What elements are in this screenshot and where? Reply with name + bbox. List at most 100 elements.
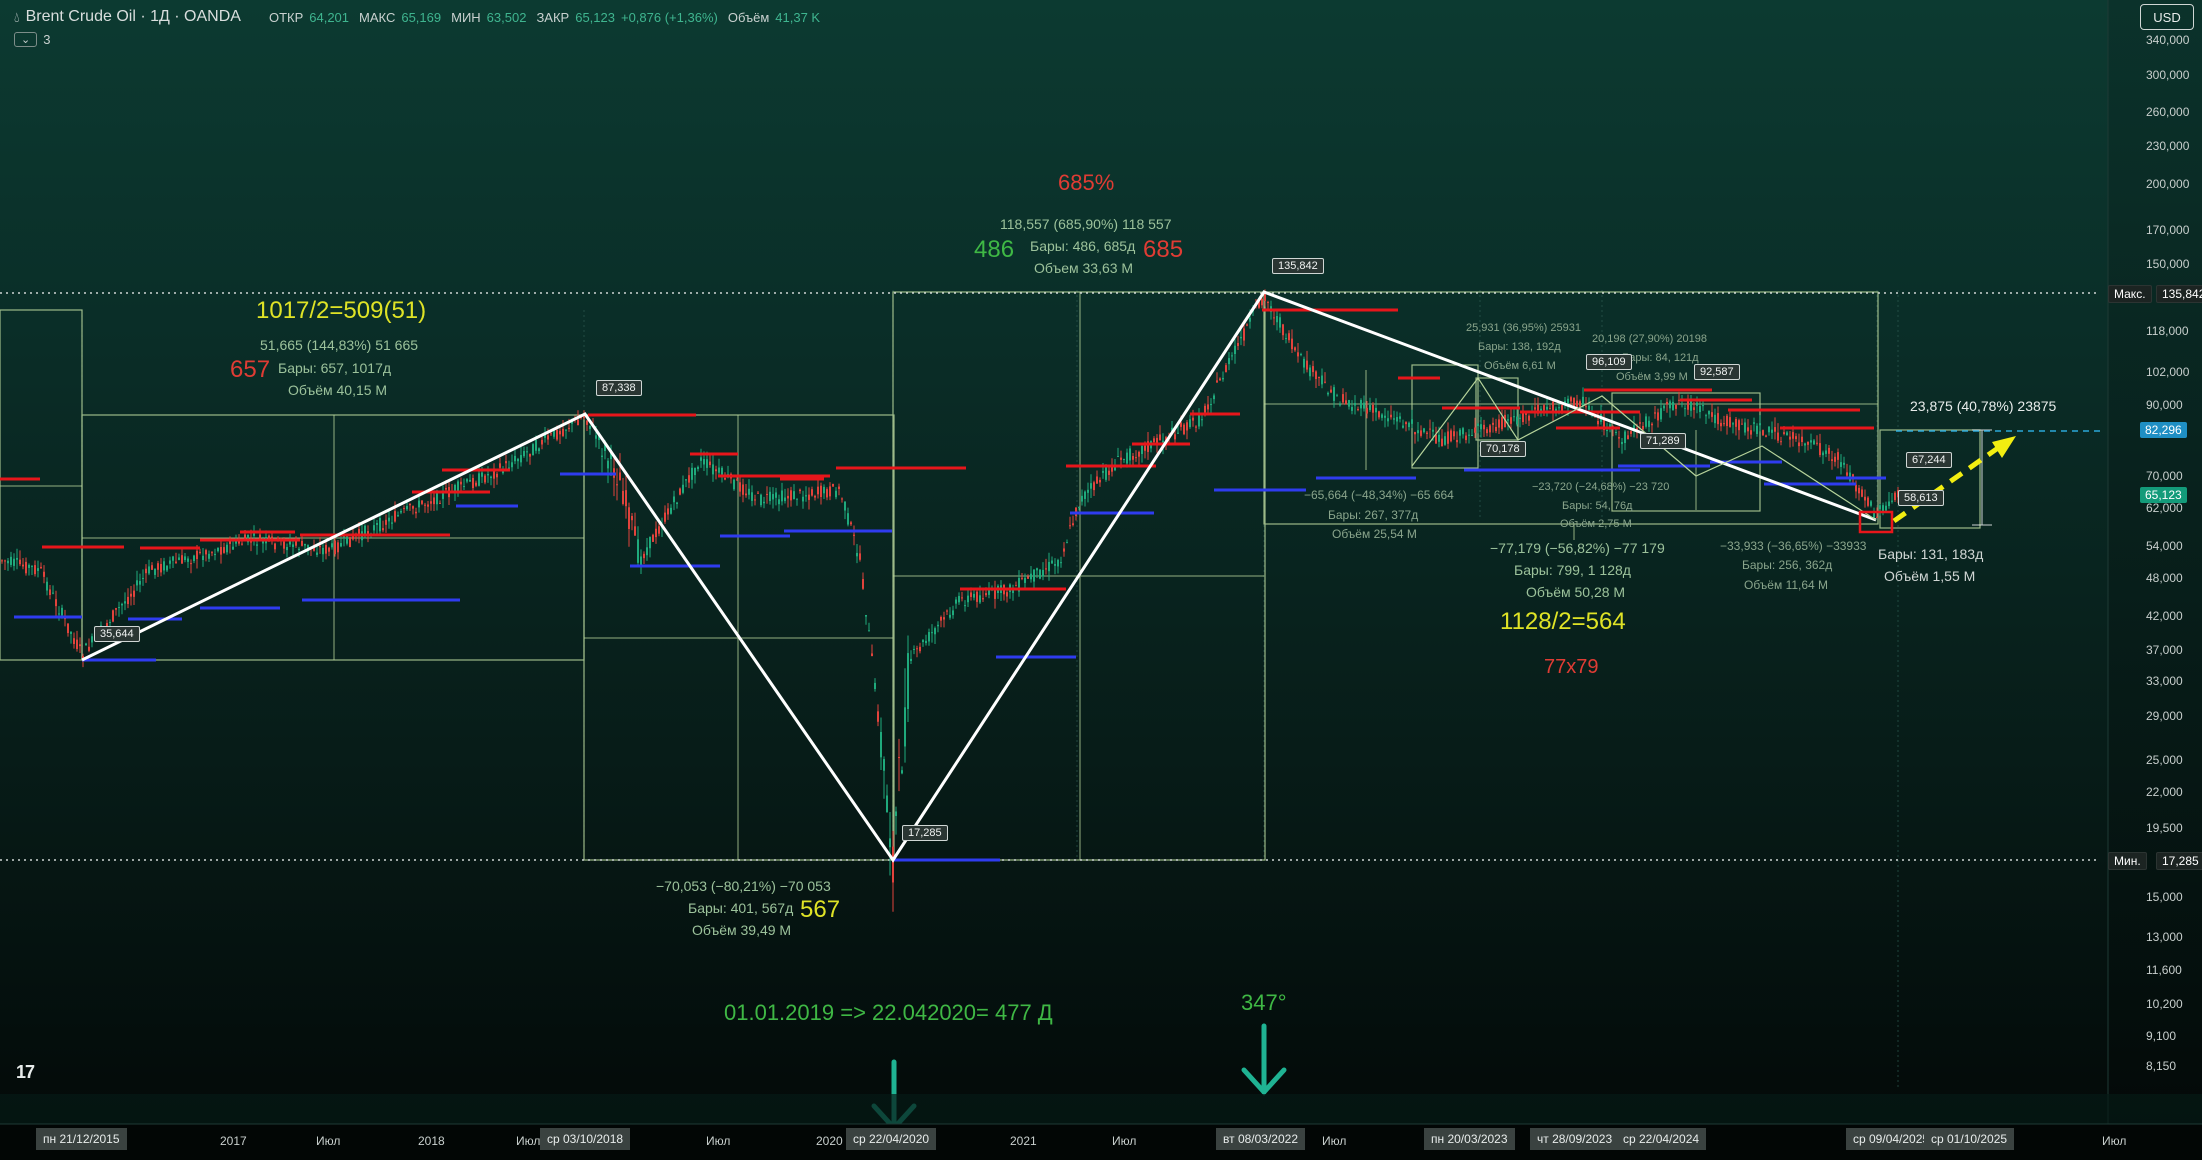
- candle-body: [706, 459, 708, 468]
- candle-body: [862, 579, 864, 589]
- candle-body: [1090, 483, 1092, 489]
- candle-body: [367, 531, 369, 535]
- candle-body: [1321, 375, 1323, 385]
- candle-body: [1747, 427, 1749, 432]
- candle-body: [808, 494, 810, 500]
- candle-body: [136, 580, 138, 586]
- candle-body: [1129, 448, 1131, 461]
- candle-body: [205, 550, 207, 555]
- candle-body: [1423, 428, 1425, 433]
- candle-body: [1327, 392, 1329, 395]
- candle-body: [1810, 440, 1812, 443]
- candle-body: [1450, 430, 1452, 442]
- candle-body: [1207, 404, 1209, 410]
- candle-body: [1066, 542, 1068, 544]
- candle-body: [1012, 589, 1014, 593]
- price-tag-high-2018: 87,338: [596, 380, 642, 396]
- candle-body: [1690, 400, 1692, 411]
- candle-body: [961, 597, 963, 599]
- candle-body: [1552, 401, 1554, 413]
- candle-body: [214, 553, 216, 556]
- candle-body: [1027, 576, 1029, 579]
- price-tick: 33,000: [2146, 674, 2183, 688]
- candle-body: [154, 568, 156, 575]
- price-tick: 10,200: [2146, 997, 2183, 1011]
- candle-body: [1510, 417, 1512, 424]
- price-tick: 54,000: [2146, 539, 2183, 553]
- candle-body: [1882, 505, 1884, 512]
- candle-body: [1243, 328, 1245, 341]
- candle-body: [1249, 317, 1251, 322]
- candle-body: [1135, 457, 1137, 459]
- candle-body: [1693, 407, 1695, 411]
- m9-line2: Бары: 256, 362д: [1742, 558, 1833, 572]
- candle-body: [763, 501, 765, 504]
- candle-body: [1516, 416, 1518, 425]
- candle-body: [973, 593, 975, 598]
- candle-body: [1675, 405, 1677, 409]
- candle-body: [652, 534, 654, 542]
- extreme-lines: [0, 292, 2100, 861]
- candle-body: [877, 711, 879, 722]
- candle-body: [1276, 315, 1278, 323]
- candle-body: [1777, 432, 1779, 441]
- candle-body: [952, 610, 954, 616]
- m5-line2: Бары: 799, 1 128д: [1514, 562, 1631, 578]
- candle-body: [1744, 422, 1746, 433]
- candle-body: [757, 492, 759, 494]
- chevron-down-icon[interactable]: ⌄: [14, 32, 38, 47]
- m2-line1: 51,665 (144,83%) 51 665: [260, 337, 419, 353]
- candle-body: [1699, 406, 1701, 413]
- candle-body: [598, 434, 600, 441]
- candle-body: [334, 540, 336, 555]
- time-tick: Июл: [2102, 1134, 2127, 1148]
- candle-body: [667, 508, 669, 515]
- currency-button[interactable]: USD: [2140, 4, 2194, 30]
- candle-body: [883, 759, 885, 771]
- candle-body: [418, 500, 420, 508]
- symbol-title[interactable]: Brent Crude Oil · 1Д · OANDA: [25, 8, 241, 25]
- candle-body: [1843, 462, 1845, 465]
- candle-body: [751, 492, 753, 501]
- m4-line3: Объём 25,54 M: [1332, 527, 1417, 541]
- price-tick: 70,000: [2146, 469, 2183, 483]
- candle-body: [655, 528, 657, 538]
- candle-body: [532, 444, 534, 456]
- m7-line3: Объём 3,99 M: [1616, 371, 1688, 383]
- time-tick: 2020: [816, 1134, 843, 1148]
- candle-body: [1006, 592, 1008, 597]
- candle-body: [1246, 324, 1248, 326]
- candle-body: [841, 498, 843, 500]
- candle-body: [1297, 352, 1299, 357]
- candle-body: [1273, 317, 1275, 319]
- candle-body: [694, 467, 696, 476]
- max-value: 135,842: [2156, 285, 2202, 303]
- pct-685: 685%: [1058, 170, 1115, 195]
- time-tick: Июл: [706, 1134, 731, 1148]
- candle-body: [1435, 434, 1437, 444]
- candle-body: [541, 439, 543, 445]
- candle-body: [1222, 378, 1224, 380]
- candle-body: [1696, 402, 1698, 406]
- candle-body: [637, 539, 639, 563]
- chart-header: 💧︎ Brent Crude Oil · 1Д · OANDA ОТКР 64,2…: [0, 0, 820, 34]
- price-tick: 170,000: [2146, 223, 2190, 237]
- candle-body: [238, 539, 240, 544]
- candle-body: [85, 643, 87, 646]
- volume-label: Объём: [727, 9, 770, 25]
- candle-body: [316, 552, 318, 555]
- candle-body: [1885, 505, 1887, 511]
- time-highlight: вт 08/03/2022: [1216, 1128, 1305, 1150]
- candle-body: [1105, 467, 1107, 480]
- candle-body: [907, 653, 909, 709]
- candle-body: [7, 560, 9, 564]
- candle-body: [466, 479, 468, 482]
- candle-body: [1840, 462, 1842, 467]
- candle-body: [31, 565, 33, 567]
- indicators-row[interactable]: ⌄ 3: [14, 32, 50, 47]
- candle-body: [1846, 472, 1848, 476]
- candle-body: [1441, 438, 1443, 447]
- candle-body: [610, 449, 612, 460]
- candle-body: [340, 543, 342, 547]
